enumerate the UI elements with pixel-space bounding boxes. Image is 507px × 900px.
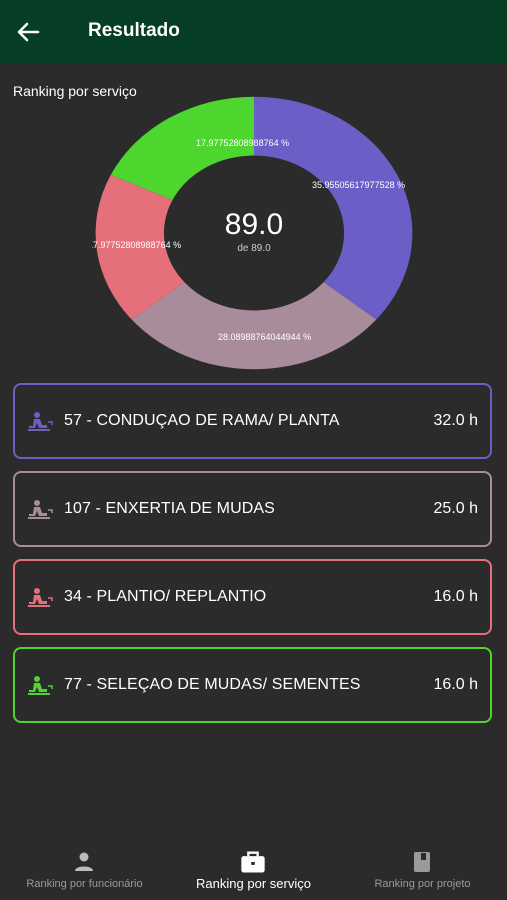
chart-center-value: 89.0 [225,208,283,241]
service-name: 107 - ENXERTIA DE MUDAS [64,500,275,517]
worker-icon [28,500,53,519]
service-card[interactable]: 34 - PLANTIO/ REPLANTIO 16.0 h [13,559,492,635]
chart-center-caption: de 89.0 [237,243,271,254]
slice-label: 35.95505617977528 % [312,180,405,190]
service-name: 57 - CONDUÇAO DE RAMA/ PLANTA [64,412,340,429]
service-name: 77 - SELEÇAO DE MUDAS/ SEMENTES [64,676,361,693]
nav-label: Ranking por funcionário [26,878,143,890]
section-label: Ranking por serviço [13,83,137,99]
chart-hole [164,155,344,311]
arrow-left-icon[interactable] [14,18,42,46]
slice-label: 17.97752808988764 % [92,240,181,250]
chart-slice [254,96,413,320]
nav-ranking-funcionario[interactable]: Ranking por funcionário [0,840,169,900]
bottom-nav: Ranking por funcionário Ranking por serv… [0,840,507,900]
service-hours: 16.0 h [433,676,478,693]
nav-label: Ranking por serviço [196,876,311,891]
book-icon [414,852,430,872]
donut-chart: 89.0 de 89.0 35.95505617977528 % 28.08988… [92,96,413,370]
person-icon [75,852,93,871]
app-bar: Resultado [0,0,507,64]
service-card[interactable]: 77 - SELEÇAO DE MUDAS/ SEMENTES 16.0 h [13,647,492,723]
briefcase-icon [241,851,265,873]
worker-icon [28,588,53,607]
service-card[interactable]: 107 - ENXERTIA DE MUDAS 25.0 h [13,471,492,547]
slice-label: 17.97752808988764 % [196,138,289,148]
worker-icon [28,412,53,431]
worker-icon [28,676,53,695]
chart-slice [131,282,377,370]
chart-slice [95,174,185,320]
page-title: Resultado [88,20,180,41]
service-card[interactable]: 57 - CONDUÇAO DE RAMA/ PLANTA 32.0 h [13,383,492,459]
service-hours: 32.0 h [433,412,478,429]
service-hours: 25.0 h [433,500,478,517]
service-name: 34 - PLANTIO/ REPLANTIO [64,588,267,605]
service-hours: 16.0 h [433,588,478,605]
slice-label: 28.08988764044944 % [218,332,311,342]
nav-label: Ranking por projeto [374,878,471,890]
nav-ranking-servico[interactable]: Ranking por serviço [169,840,338,900]
chart-slice [110,96,254,200]
nav-ranking-projeto[interactable]: Ranking por projeto [338,840,507,900]
